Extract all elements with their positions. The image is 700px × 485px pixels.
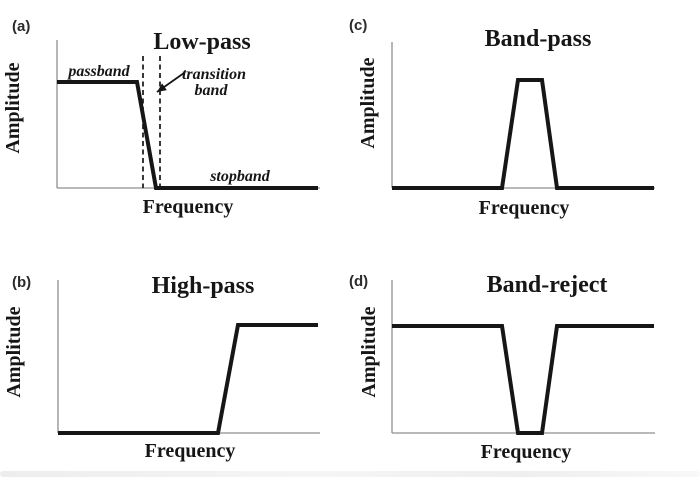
panel-title-b: High-pass (152, 273, 255, 299)
y-axis-label-a: Amplitude (2, 62, 24, 153)
x-axis-label-b: Frequency (145, 440, 236, 462)
y-axis-label-d: Amplitude (358, 306, 380, 397)
panel-tag-b: (b) (12, 274, 31, 291)
panel-tag-a: (a) (12, 18, 30, 35)
a-response-curve (57, 80, 318, 190)
panel-c: (c) Band-pass Frequency Amplitude (349, 17, 655, 219)
panel-title-d: Band-reject (487, 272, 608, 298)
panel-title-c: Band-pass (485, 26, 592, 52)
annotation-band: band (195, 82, 229, 99)
annotation-passband: passband (66, 63, 130, 80)
annotation-stopband: stopband (209, 168, 271, 185)
y-axis-label-c: Amplitude (357, 57, 379, 148)
x-axis-label-c: Frequency (479, 197, 570, 219)
panel-title-a: Low-pass (153, 29, 250, 55)
c-response-curve (392, 78, 654, 190)
panel-b: (b) High-pass Frequency Amplitude (3, 273, 320, 462)
panel-tag-d: (d) (349, 273, 368, 290)
y-axis-label-b: Amplitude (3, 306, 25, 397)
x-axis-label-a: Frequency (143, 196, 234, 218)
annotation-transition: transition (182, 66, 246, 83)
x-axis-label-d: Frequency (481, 441, 572, 463)
d-response-curve (392, 324, 654, 435)
b-response-curve (58, 323, 318, 435)
scan-artifact (0, 471, 700, 477)
panel-d: (d) Band-reject Frequency Amplitude (349, 272, 655, 463)
panel-tag-c: (c) (349, 17, 367, 34)
transition-band-arrowhead (157, 83, 167, 92)
